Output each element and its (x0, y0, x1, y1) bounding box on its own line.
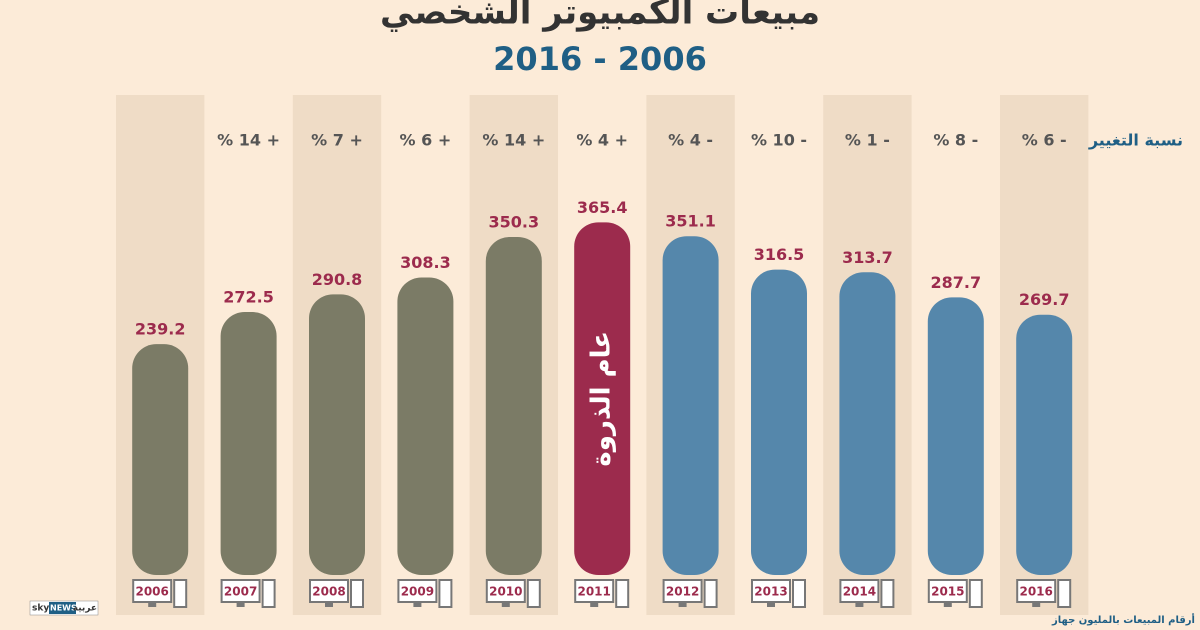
x-tick-label: 2008 (312, 585, 345, 599)
tower (615, 579, 630, 608)
x-tick-label: 2006 (135, 585, 168, 599)
x-tick-label: 2011 (577, 585, 610, 599)
tower (880, 579, 895, 608)
monitor-stand (943, 602, 952, 607)
x-tick-label: 2010 (489, 585, 522, 599)
x-tick-label: 2015 (931, 585, 964, 599)
change-label: % 4 + (576, 131, 628, 150)
tower (703, 579, 718, 608)
monitor-stand (236, 602, 245, 607)
tower (1057, 579, 1072, 608)
value-label: 290.8 (312, 270, 363, 289)
value-label: 316.5 (754, 245, 805, 264)
x-tick-label: 2012 (666, 585, 699, 599)
value-label: 239.2 (135, 320, 186, 339)
chart-subtitle: 2016 - 2006 (493, 40, 707, 78)
monitor-stand (855, 602, 864, 607)
change-label: % 14 + (217, 131, 280, 150)
monitor-stand (590, 602, 599, 607)
bar (132, 344, 189, 575)
logo-text: NEWS (50, 604, 77, 613)
value-label: 269.7 (1019, 290, 1070, 309)
tower (526, 579, 541, 608)
value-label: 287.7 (930, 273, 981, 292)
x-tick-label: 2016 (1019, 585, 1052, 599)
change-label: % 4 - (668, 131, 713, 150)
change-label: % 1 - (845, 131, 890, 150)
bar (220, 312, 277, 575)
tower (173, 579, 188, 608)
x-tick-label: 2007 (224, 585, 257, 599)
monitor-stand (148, 602, 157, 607)
bar (751, 269, 807, 575)
tower (438, 579, 453, 608)
value-label: 365.4 (577, 198, 628, 217)
x-tick-label: 2009 (401, 585, 434, 599)
value-label: 272.5 (223, 288, 274, 307)
bar (927, 297, 984, 575)
monitor-stand (678, 602, 687, 607)
monitor-stand (501, 602, 510, 607)
bar (397, 277, 454, 575)
value-label: 308.3 (400, 253, 451, 272)
value-label: 313.7 (842, 248, 893, 267)
change-label: % 14 + (482, 131, 545, 150)
bar (1016, 314, 1073, 575)
bar (309, 294, 365, 575)
change-label: % 6 - (1022, 131, 1067, 150)
logo-block (49, 602, 76, 614)
value-label: 350.3 (488, 212, 539, 231)
monitor-stand (1032, 602, 1041, 607)
bar (839, 272, 896, 575)
logo-text: عربية (73, 604, 97, 614)
change-label: % 10 - (751, 131, 807, 150)
change-label: % 7 + (311, 131, 363, 150)
change-label: % 6 + (400, 131, 452, 150)
monitor-stand (413, 602, 422, 607)
value-label: 351.1 (665, 212, 716, 231)
monitor-stand (767, 602, 775, 607)
x-tick-label: 2014 (843, 585, 876, 599)
peak-label: عام الذروة (587, 331, 617, 467)
chart-title: مبيعات الكمبيوتر الشخصي (380, 0, 820, 33)
change-label: % 8 - (933, 131, 978, 150)
tower (792, 579, 806, 608)
x-tick-label: 2013 (754, 585, 787, 599)
change-title: نسبة التغيير (1088, 131, 1183, 150)
logo-text: sky (32, 604, 49, 614)
tower (968, 579, 983, 608)
tower (350, 579, 364, 608)
note: أرقام المبيعات بالمليون جهاز (1051, 613, 1195, 626)
monitor-stand (325, 602, 333, 607)
bar (574, 222, 631, 575)
bar (485, 236, 542, 575)
bar (662, 236, 719, 575)
tower (261, 579, 276, 608)
